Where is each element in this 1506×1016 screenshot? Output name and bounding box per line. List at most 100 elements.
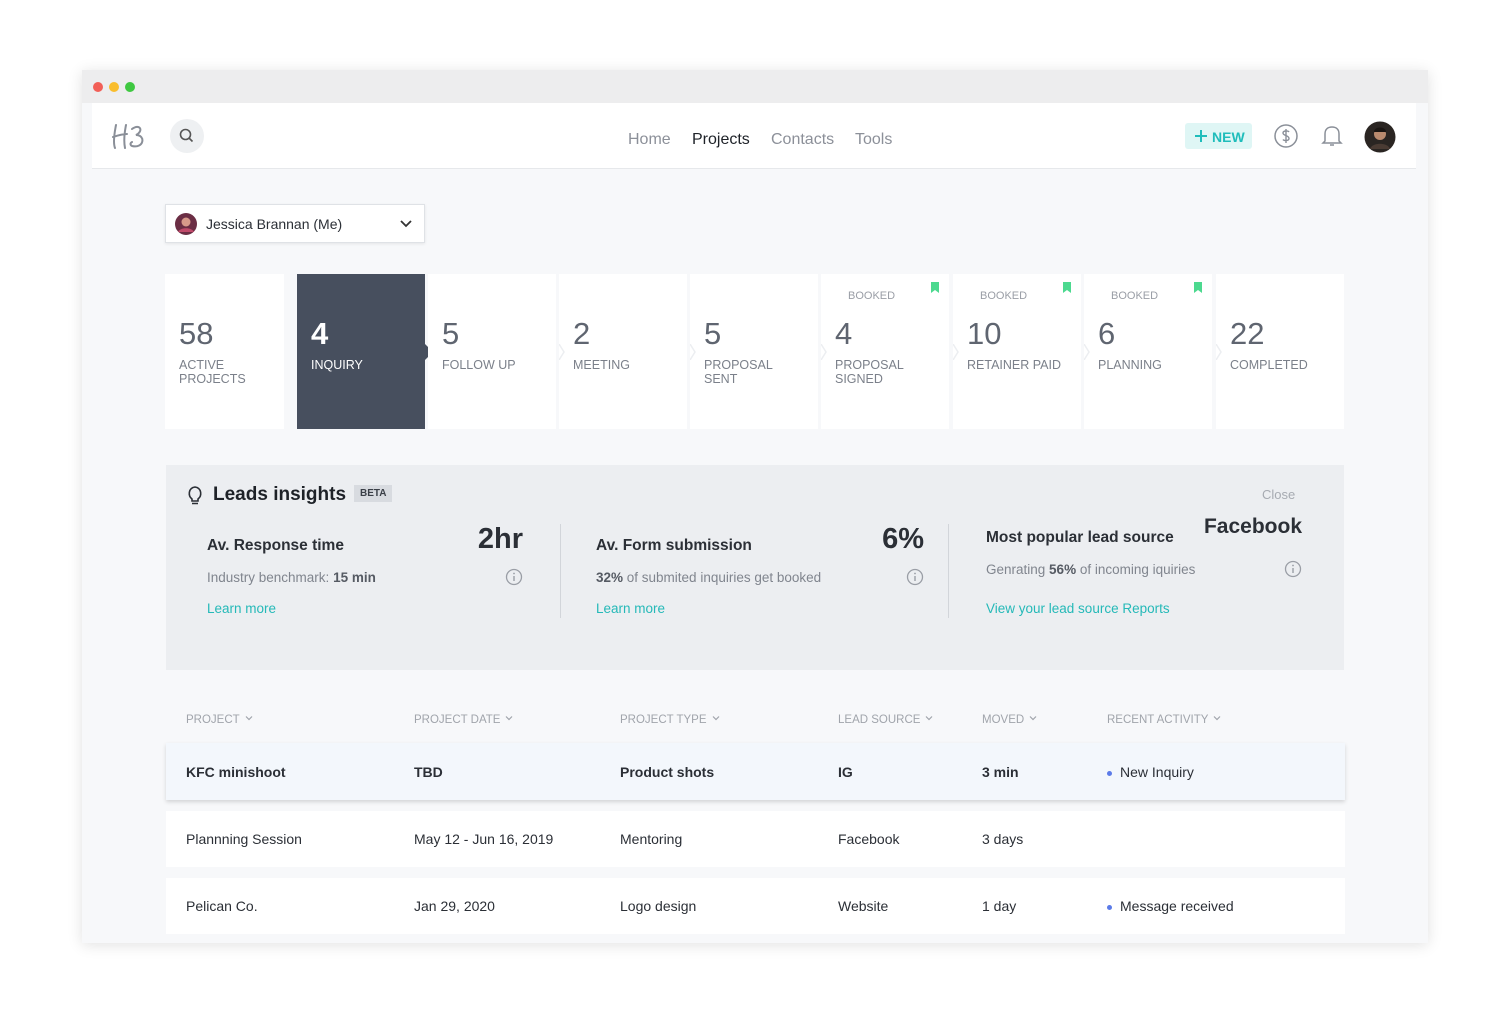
profile-avatar[interactable] bbox=[1364, 121, 1396, 153]
metric-value: 2hr bbox=[477, 523, 523, 555]
insights-panel: Leads insights BETA Close Av. Response t… bbox=[166, 465, 1344, 670]
table-cell: Website bbox=[838, 898, 889, 914]
note-text: Industry benchmark: bbox=[207, 570, 334, 585]
app-window: NEW Home Projects Contacts Tools Jessica Br… bbox=[82, 70, 1428, 943]
note-highlight: 32% bbox=[596, 570, 624, 585]
plus-icon bbox=[1195, 130, 1207, 142]
stage-count: 10 bbox=[967, 316, 1002, 351]
table-cell: Plannning Session bbox=[186, 831, 302, 847]
divider bbox=[948, 524, 949, 618]
stage-count: 22 bbox=[1230, 316, 1265, 351]
table-cell: Jan 29, 2020 bbox=[414, 898, 495, 914]
stage-notch bbox=[689, 343, 696, 365]
stage-card[interactable]: 10 RETAINER PAID BOOKED bbox=[952, 274, 1081, 429]
activity-dot bbox=[1107, 770, 1112, 776]
sort-chevron bbox=[1208, 714, 1224, 726]
metric-link[interactable]: Learn more bbox=[207, 601, 277, 616]
stage-card[interactable]: 2 MEETING bbox=[558, 274, 687, 429]
stage-tag: BOOKED bbox=[980, 290, 1028, 302]
notifications-icon[interactable] bbox=[1320, 123, 1344, 149]
bulb-icon bbox=[188, 486, 202, 505]
table-cell: May 12 - Jun 16, 2019 bbox=[414, 831, 554, 847]
metric-link[interactable]: View your lead source Reports bbox=[986, 601, 1170, 616]
stage-label: INQUIRY bbox=[311, 358, 363, 372]
stage-label: MEETING bbox=[573, 358, 630, 372]
table-cell: Pelican Co. bbox=[186, 898, 258, 914]
beta-badge: BETA bbox=[354, 485, 393, 502]
search-button[interactable] bbox=[169, 118, 205, 154]
metric-title: Av. Form submission bbox=[596, 537, 752, 554]
column-header[interactable]: PROJECT DATE bbox=[414, 714, 516, 726]
stage-notch bbox=[558, 343, 565, 365]
insights-title: Leads insights bbox=[213, 484, 347, 505]
bookmark-icon bbox=[931, 281, 940, 299]
stage-card[interactable]: 4 PROPOSAL SIGNED BOOKED bbox=[820, 274, 949, 429]
sort-chevron bbox=[920, 714, 936, 726]
metric-link[interactable]: Learn more bbox=[596, 601, 666, 616]
close-link[interactable]: Close bbox=[1262, 487, 1296, 502]
column-header[interactable]: LEAD SOURCE bbox=[838, 714, 936, 726]
stage-card-active[interactable]: 4 INQUIRY bbox=[297, 274, 433, 429]
stage-count: 2 bbox=[573, 316, 591, 351]
column-header[interactable]: PROJECT bbox=[186, 714, 256, 726]
stage-count: 58 bbox=[179, 316, 214, 351]
table-cell: Mentoring bbox=[620, 831, 683, 847]
table-cell: KFC minishoot bbox=[186, 763, 286, 780]
table-row[interactable]: Plannning Session May 12 - Jun 16, 2019 Me… bbox=[166, 811, 1345, 867]
user-avatar bbox=[175, 213, 197, 235]
chevron bbox=[400, 220, 412, 228]
nav-link[interactable]: Projects bbox=[692, 131, 750, 148]
nav-link[interactable]: Home bbox=[628, 131, 671, 148]
stage-notch bbox=[820, 343, 827, 365]
table-cell: 3 days bbox=[982, 831, 1024, 847]
column-header[interactable]: MOVED bbox=[982, 714, 1040, 726]
metric-value: 6% bbox=[882, 523, 924, 555]
minimize-dot[interactable] bbox=[109, 82, 119, 92]
stage-count: 5 bbox=[704, 316, 722, 351]
stage-card[interactable]: 5 PROPOSAL SENT bbox=[689, 274, 818, 429]
stage-tag: BOOKED bbox=[1111, 290, 1159, 302]
stage-label: COMPLETED bbox=[1230, 358, 1308, 372]
stage-label: PROPOSAL SIGNED bbox=[835, 358, 904, 386]
info-icon bbox=[906, 568, 924, 591]
column-header[interactable]: PROJECT TYPE bbox=[620, 714, 723, 726]
note-highlight: 56% bbox=[1049, 562, 1077, 577]
table-row[interactable]: Pelican Co. Jan 29, 2020 Logo design Websit… bbox=[166, 878, 1345, 934]
payments-icon[interactable] bbox=[1273, 123, 1299, 149]
sort-chevron bbox=[240, 714, 256, 726]
metric-note: Industry benchmark: 15 min bbox=[207, 570, 376, 585]
stage-card[interactable]: 5 FOLLOW UP bbox=[428, 274, 556, 429]
column-label: PROJECT DATE bbox=[414, 714, 501, 726]
column-header[interactable]: RECENT ACTIVITY bbox=[1107, 714, 1224, 726]
stage-label: ACTIVE PROJECTS bbox=[179, 358, 246, 386]
logo[interactable] bbox=[110, 121, 152, 151]
metric-note: Genrating 56% of incoming iquiries bbox=[986, 562, 1195, 577]
stage-label: PROPOSAL SENT bbox=[704, 358, 773, 386]
stage-notch bbox=[1215, 343, 1222, 365]
table-row[interactable]: KFC minishoot TBD Product shots IG 3 min New … bbox=[166, 743, 1345, 800]
column-label: PROJECT bbox=[186, 714, 240, 726]
table-cell: Facebook bbox=[838, 831, 900, 847]
stage-card[interactable]: 58 ACTIVE PROJECTS bbox=[165, 274, 284, 429]
stage-card[interactable]: 22 COMPLETED bbox=[1215, 274, 1344, 429]
note-text: Genrating bbox=[986, 562, 1050, 577]
new-button[interactable]: NEW bbox=[1185, 123, 1252, 149]
nav-link[interactable]: Tools bbox=[855, 131, 893, 148]
nav-link[interactable]: Contacts bbox=[771, 131, 835, 148]
table-cell: Message received bbox=[1120, 898, 1234, 914]
stage-count: 4 bbox=[835, 316, 853, 351]
new-label: NEW bbox=[1212, 129, 1245, 145]
metric-title: Av. Response time bbox=[207, 537, 344, 554]
user-name: Jessica Brannan (Me) bbox=[206, 216, 343, 232]
stage-count: 6 bbox=[1098, 316, 1116, 351]
stage-notch bbox=[1083, 343, 1090, 365]
stage-label: FOLLOW UP bbox=[442, 358, 516, 372]
stage-card[interactable]: 6 PLANNING BOOKED bbox=[1083, 274, 1212, 429]
maximize-dot[interactable] bbox=[125, 82, 135, 92]
note-text: of incoming iquiries bbox=[1076, 562, 1196, 577]
table-cell: New Inquiry bbox=[1120, 763, 1194, 780]
user-select[interactable]: Jessica Brannan (Me) bbox=[165, 204, 425, 243]
title-bar bbox=[82, 70, 1428, 103]
stage-label: RETAINER PAID bbox=[967, 358, 1061, 372]
close-dot[interactable] bbox=[93, 82, 103, 92]
